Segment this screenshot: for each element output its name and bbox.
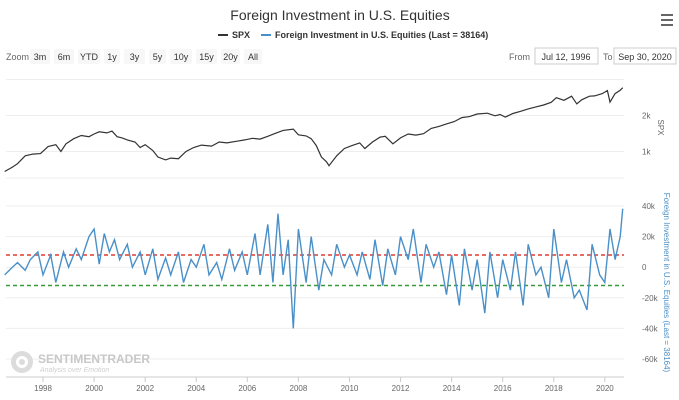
y-axis-title-foreign-investment: Foreign Investment in U.S. Equities (Las… [662,193,671,373]
from-label: From [509,52,530,62]
zoom-button-6m[interactable]: 6m [54,49,74,64]
zoom-button-label: 20y [223,52,238,62]
y-tick-bottom-label: -40k [642,324,659,333]
y-axis-title-spx: SPX [656,119,665,136]
zoom-button-15y[interactable]: 15y [196,49,217,64]
zoom-button-label: All [248,52,258,62]
legend: SPX Foreign Investment in U.S. Equities … [218,30,488,40]
x-axis: 1998 2000 2002 2004 2006 2008 2010 2012 2014 2016… [6,376,624,393]
zoom-button-20y[interactable]: 20y [221,49,240,64]
x-tick-label: 1998 [34,384,52,393]
zoom-button-3m[interactable]: 3m [30,49,50,64]
hamburger-menu-icon[interactable] [660,12,674,28]
x-tick-label: 2010 [341,384,359,393]
zoom-button-3y[interactable]: 3y [124,49,145,64]
y-tick-bottom-label: -60k [642,355,659,364]
to-date-value: Sep 30, 2020 [618,52,672,62]
zoom-button-label: YTD [80,52,99,62]
zoom-button-ytd[interactable]: YTD [78,49,100,64]
legend-item-foreign-investment[interactable]: Foreign Investment in U.S. Equities (Las… [261,30,488,40]
gridlines [6,79,624,360]
zoom-button-all[interactable]: All [244,49,262,64]
legend-label-foreign-investment: Foreign Investment in U.S. Equities (Las… [275,30,488,40]
to-date-input[interactable]: Sep 30, 2020 [613,47,677,65]
y-tick-top-label: 1k [642,147,651,156]
series-lines [4,87,624,329]
x-tick-label: 2012 [392,384,410,393]
to-label: To [603,52,613,62]
zoom-button-label: 3m [34,52,47,62]
zoom-button-label: 3y [130,52,140,62]
from-date-input[interactable]: Jul 12, 1996 [534,47,599,65]
chart-title: Foreign Investment in U.S. Equities [230,7,449,23]
x-tick-label: 2020 [596,384,614,393]
watermark-main-text: SENTIMENTRADER [38,352,150,366]
x-tick-label: 2006 [238,384,256,393]
y-tick-bottom-label: 0 [642,263,647,272]
zoom-button-1y[interactable]: 1y [104,49,120,64]
from-date-value: Jul 12, 1996 [541,52,590,62]
y-tick-top-label: 2k [642,112,651,121]
x-tick-label: 2008 [290,384,308,393]
zoom-button-label: 10y [174,52,189,62]
y-tick-bottom-label: 40k [642,202,656,211]
watermark-sub-text: Analysis over Emotion [39,367,109,374]
y-axis-foreign-investment: -60k -40k -20k 0 20k 40k Foreign Investment in… [642,193,671,373]
zoom-button-5y[interactable]: 5y [149,49,166,64]
watermark-logo: SENTIMENTRADER Analysis over Emotion [11,351,150,374]
zoom-button-label: 6m [58,52,71,62]
zoom-button-label: 5y [153,52,163,62]
x-tick-label: 2002 [136,384,154,393]
zoom-button-label: 1y [107,52,117,62]
zoom-button-10y[interactable]: 10y [170,49,192,64]
x-tick-label: 2014 [443,384,461,393]
range-selector: Zoom 3m 6m YTD 1y 3y 5y 10y 15y 20y All From Jul … [6,47,677,65]
zoom-label: Zoom [6,52,29,62]
reference-lines [6,254,624,287]
legend-label-spx: SPX [232,30,250,40]
y-tick-bottom-label: -20k [642,294,659,303]
zoom-button-label: 15y [199,52,214,62]
x-tick-label: 2000 [85,384,103,393]
y-tick-bottom-label: 20k [642,233,656,242]
x-tick-label: 2018 [545,384,563,393]
series-line-spx [4,87,624,173]
y-axis-spx: 1k 2k SPX [642,112,665,157]
x-tick-label: 2004 [187,384,205,393]
x-tick-label: 2016 [494,384,512,393]
legend-item-spx[interactable]: SPX [218,30,250,40]
series-line-foreign-investment [4,208,624,329]
